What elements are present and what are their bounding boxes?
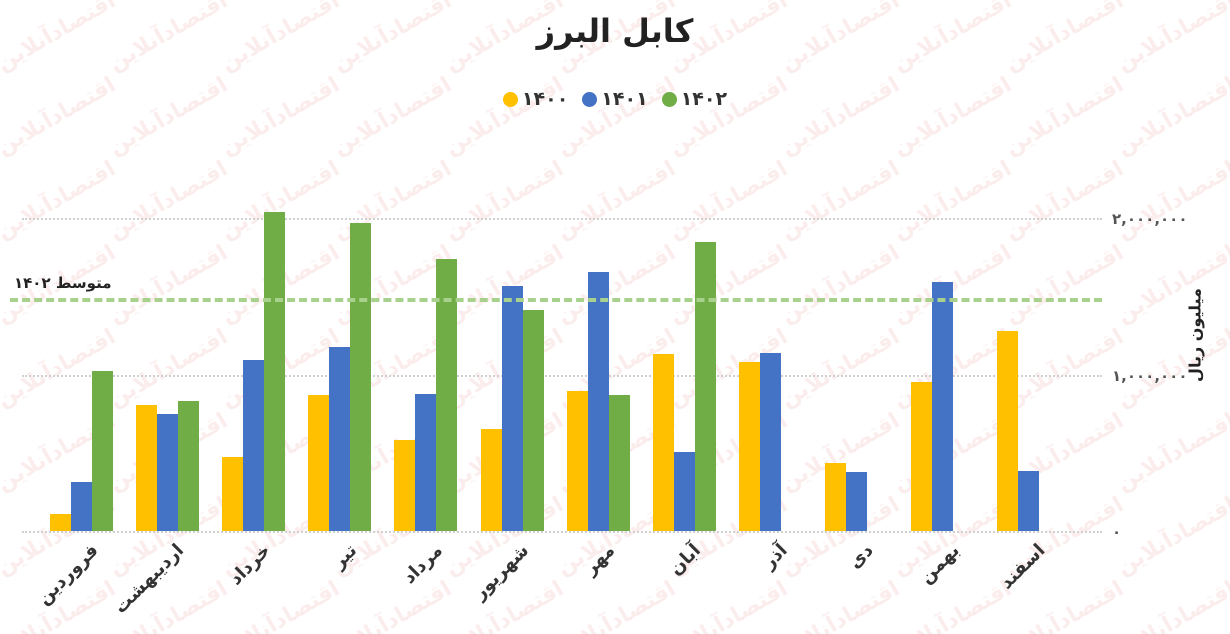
bar-1: [394, 440, 416, 531]
x-tick-label: مرداد: [398, 540, 447, 589]
legend-label: ۱۴۰۱: [601, 88, 648, 110]
legend-dot-icon: [661, 91, 677, 107]
bar-2: [157, 413, 179, 531]
legend-dot-icon: [582, 91, 598, 107]
legend-item: ۱۴۰۱: [582, 88, 648, 110]
bar-1: [480, 428, 502, 531]
bar-1: [911, 382, 932, 531]
y-axis-label: میلیون ریال: [1185, 288, 1205, 382]
x-tick-label: فروردین: [33, 540, 103, 610]
bar-1: [997, 330, 1019, 531]
x-tick-label: شهریور: [469, 540, 533, 604]
bar-1: [566, 390, 588, 531]
bar-1: [824, 463, 846, 531]
x-tick-label: بهمن: [915, 540, 964, 589]
bar-3: [608, 395, 630, 531]
chart-title: کابل البرز: [536, 12, 694, 50]
bar-3: [92, 371, 113, 531]
bar-2: [329, 346, 351, 531]
bar-2: [759, 353, 781, 531]
bar-2: [673, 451, 695, 531]
x-tick-label: دی: [844, 540, 878, 574]
bar-2: [932, 282, 953, 531]
legend-dot-icon: [502, 91, 518, 107]
bar-3: [264, 212, 286, 531]
bar-2: [415, 394, 437, 531]
average-line: [10, 298, 1102, 302]
gridline: [22, 531, 1102, 533]
bar-3: [694, 241, 716, 531]
bar-1: [738, 361, 760, 531]
bar-1: [652, 353, 674, 531]
bar-2: [71, 482, 92, 531]
bar-1: [222, 456, 244, 531]
bar-1: [136, 405, 158, 531]
gridline: [22, 374, 1102, 377]
legend-item: ۱۴۰۲: [661, 88, 728, 110]
bar-2: [845, 471, 867, 531]
bar-2: [1018, 471, 1040, 531]
x-tick-label: تیر: [327, 540, 361, 573]
average-line-label: متوسط ۱۴۰۲: [14, 274, 112, 292]
bar-3: [350, 223, 372, 531]
legend-label: ۱۴۰۲: [680, 88, 728, 110]
gridline: [22, 218, 1102, 220]
bar-3: [178, 400, 200, 531]
bar-1: [308, 395, 330, 531]
bar-3: [436, 259, 458, 531]
y-tick-label: ۲,۰۰۰,۰۰۰: [1112, 210, 1188, 228]
bar-2: [243, 359, 265, 531]
x-tick-label: اسفند: [996, 540, 1050, 594]
legend-label: ۱۴۰۰: [521, 88, 569, 110]
bar-3: [522, 310, 544, 531]
y-tick-label: ۰: [1112, 523, 1122, 541]
x-tick-label: آبان: [665, 540, 706, 580]
x-tick-label: خرداد: [225, 540, 275, 590]
x-tick-label: مهر: [579, 540, 619, 580]
x-tick-label: آذر: [758, 540, 792, 574]
bar-2: [587, 271, 609, 531]
bar-2: [501, 286, 523, 531]
y-tick-label: ۱,۰۰۰,۰۰۰: [1112, 366, 1188, 385]
bar-1: [50, 513, 71, 531]
legend: ۱۴۰۰ ۱۴۰۱ ۱۴۰۲: [0, 88, 1230, 110]
legend-item: ۱۴۰۰: [502, 88, 569, 110]
x-tick-label: اردیبهشت: [110, 540, 189, 618]
